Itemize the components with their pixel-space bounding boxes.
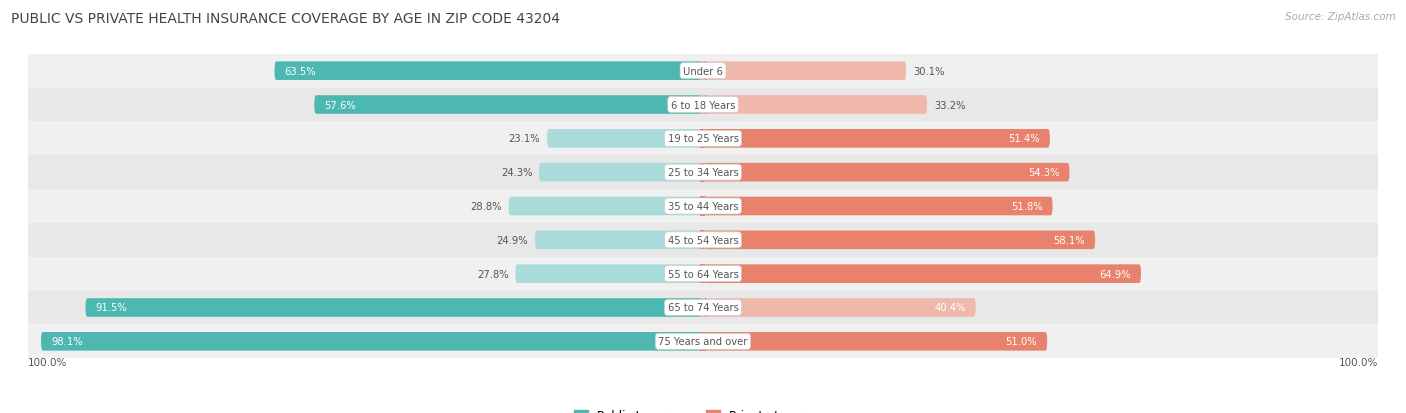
Bar [700, 163, 704, 183]
Text: 23.1%: 23.1% [509, 134, 540, 144]
Text: 75 Years and over: 75 Years and over [658, 337, 748, 347]
Text: 40.4%: 40.4% [934, 303, 966, 313]
Text: 6 to 18 Years: 6 to 18 Years [671, 100, 735, 110]
Text: Under 6: Under 6 [683, 66, 723, 76]
FancyBboxPatch shape [516, 265, 703, 283]
FancyBboxPatch shape [86, 299, 703, 317]
Bar [702, 197, 706, 216]
Text: 51.0%: 51.0% [1005, 337, 1038, 347]
Text: PUBLIC VS PRIVATE HEALTH INSURANCE COVERAGE BY AGE IN ZIP CODE 43204: PUBLIC VS PRIVATE HEALTH INSURANCE COVER… [11, 12, 560, 26]
Text: 54.3%: 54.3% [1028, 168, 1059, 178]
FancyBboxPatch shape [509, 197, 703, 216]
Text: 45 to 54 Years: 45 to 54 Years [668, 235, 738, 245]
Text: 51.4%: 51.4% [1008, 134, 1040, 144]
Text: 24.9%: 24.9% [496, 235, 529, 245]
Text: 91.5%: 91.5% [96, 303, 128, 313]
Bar [28, 325, 1378, 358]
Text: 65 to 74 Years: 65 to 74 Years [668, 303, 738, 313]
Bar [28, 223, 1378, 257]
Text: 63.5%: 63.5% [284, 66, 316, 76]
Bar [28, 190, 1378, 223]
FancyBboxPatch shape [703, 62, 905, 81]
Text: 24.3%: 24.3% [501, 168, 533, 178]
Text: 35 to 44 Years: 35 to 44 Years [668, 202, 738, 211]
Bar [28, 291, 1378, 325]
Text: Source: ZipAtlas.com: Source: ZipAtlas.com [1285, 12, 1396, 22]
Bar [700, 197, 704, 216]
Text: 58.1%: 58.1% [1053, 235, 1085, 245]
Bar [700, 332, 704, 351]
Legend: Public Insurance, Private Insurance: Public Insurance, Private Insurance [569, 404, 837, 413]
Bar [702, 62, 706, 81]
Bar [702, 163, 706, 183]
Bar [28, 88, 1378, 122]
FancyBboxPatch shape [538, 164, 703, 182]
Text: 27.8%: 27.8% [477, 269, 509, 279]
FancyBboxPatch shape [703, 265, 1142, 283]
Bar [702, 332, 706, 351]
Text: 30.1%: 30.1% [912, 66, 945, 76]
Bar [700, 298, 704, 317]
FancyBboxPatch shape [315, 96, 703, 114]
FancyBboxPatch shape [534, 231, 703, 249]
Text: 28.8%: 28.8% [471, 202, 502, 211]
Text: 98.1%: 98.1% [51, 337, 83, 347]
FancyBboxPatch shape [274, 62, 703, 81]
FancyBboxPatch shape [703, 96, 927, 114]
Text: 33.2%: 33.2% [934, 100, 966, 110]
Text: 57.6%: 57.6% [325, 100, 356, 110]
FancyBboxPatch shape [703, 231, 1095, 249]
Bar [700, 264, 704, 284]
FancyBboxPatch shape [703, 197, 1053, 216]
Bar [702, 264, 706, 284]
Text: 25 to 34 Years: 25 to 34 Years [668, 168, 738, 178]
Bar [700, 96, 704, 115]
Bar [28, 156, 1378, 190]
Text: 100.0%: 100.0% [1339, 357, 1378, 368]
FancyBboxPatch shape [41, 332, 703, 351]
Bar [702, 96, 706, 115]
Text: 55 to 64 Years: 55 to 64 Years [668, 269, 738, 279]
FancyBboxPatch shape [703, 130, 1050, 148]
Bar [702, 298, 706, 317]
Bar [702, 230, 706, 250]
Bar [700, 129, 704, 149]
Bar [702, 129, 706, 149]
Bar [700, 62, 704, 81]
Bar [28, 55, 1378, 88]
Text: 19 to 25 Years: 19 to 25 Years [668, 134, 738, 144]
Bar [28, 257, 1378, 291]
Bar [700, 230, 704, 250]
FancyBboxPatch shape [703, 164, 1070, 182]
Text: 64.9%: 64.9% [1099, 269, 1130, 279]
Text: 51.8%: 51.8% [1011, 202, 1042, 211]
FancyBboxPatch shape [703, 332, 1047, 351]
Text: 100.0%: 100.0% [28, 357, 67, 368]
FancyBboxPatch shape [703, 299, 976, 317]
Bar [28, 122, 1378, 156]
FancyBboxPatch shape [547, 130, 703, 148]
